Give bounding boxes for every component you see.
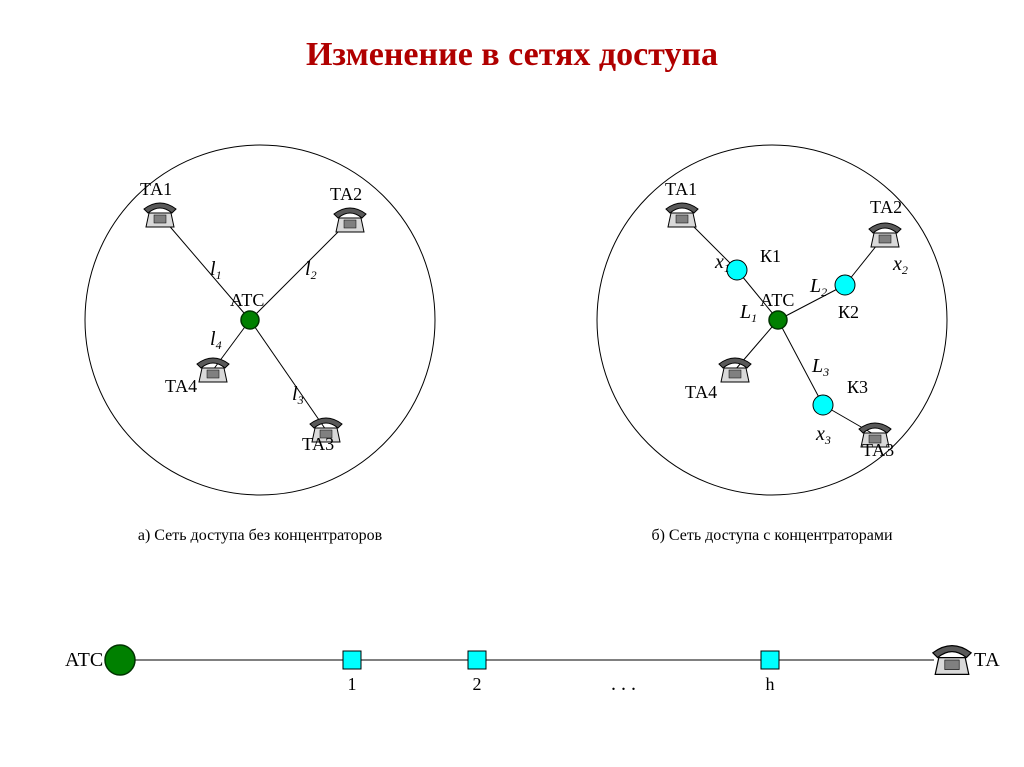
svg-text:h: h	[766, 674, 775, 694]
phone-icon	[666, 203, 698, 227]
svg-text:а) Сеть доступа без концентрат: а) Сеть доступа без концентраторов	[138, 527, 383, 544]
svg-text:l4: l4	[210, 328, 222, 352]
svg-text:ТА4: ТА4	[685, 382, 717, 402]
svg-text:. . .: . . .	[611, 673, 636, 695]
phone-icon	[197, 358, 229, 382]
svg-text:l3: l3	[292, 383, 304, 407]
diagram-canvas: ТА1l1ТА2l2ТА3l3ТА4l4АТСа) Сеть доступа б…	[0, 82, 1024, 762]
svg-text:2: 2	[473, 674, 482, 694]
svg-text:К3: К3	[847, 377, 868, 397]
phone-icon	[869, 223, 901, 247]
atc-node-right	[769, 311, 787, 329]
hub-K2	[835, 275, 855, 295]
hub-K3	[813, 395, 833, 415]
svg-text:l2: l2	[305, 258, 317, 282]
svg-text:ТА2: ТА2	[330, 184, 362, 204]
link-TA2	[250, 220, 350, 320]
hub-square	[468, 651, 486, 669]
svg-text:АТС: АТС	[230, 290, 264, 310]
hub-K1	[727, 260, 747, 280]
link-TA3	[250, 320, 326, 430]
svg-text:ТА3: ТА3	[862, 440, 894, 460]
svg-text:б) Сеть доступа с концентратор: б) Сеть доступа с концентраторами	[651, 527, 893, 544]
phone-icon	[334, 208, 366, 232]
phone-icon	[719, 358, 751, 382]
svg-text:АТС: АТС	[760, 290, 794, 310]
atc-node-left	[241, 311, 259, 329]
svg-text:ТА2: ТА2	[870, 197, 902, 217]
hub-square	[343, 651, 361, 669]
svg-text:x3: x3	[815, 423, 831, 447]
page-title: Изменение в сетях доступа	[0, 0, 1024, 74]
atc-node-bottom	[105, 645, 135, 675]
svg-text:ТА: ТА	[974, 649, 1000, 671]
svg-text:l1: l1	[210, 258, 222, 282]
svg-text:К2: К2	[838, 302, 859, 322]
phone-icon	[144, 203, 176, 227]
svg-text:К1: К1	[760, 246, 781, 266]
svg-text:ТА1: ТА1	[665, 179, 697, 199]
svg-text:ТА3: ТА3	[302, 434, 334, 454]
svg-text:L2: L2	[809, 275, 827, 299]
svg-text:L1: L1	[739, 301, 757, 325]
svg-text:ТА1: ТА1	[140, 179, 172, 199]
svg-text:x1: x1	[714, 251, 730, 275]
svg-text:x2: x2	[892, 253, 908, 277]
hub-square	[761, 651, 779, 669]
svg-text:ТА4: ТА4	[165, 376, 197, 396]
svg-text:1: 1	[348, 674, 357, 694]
svg-text:L3: L3	[811, 355, 829, 379]
svg-text:АТС: АТС	[65, 649, 103, 671]
phone-icon	[933, 646, 971, 675]
left-boundary	[85, 145, 435, 495]
